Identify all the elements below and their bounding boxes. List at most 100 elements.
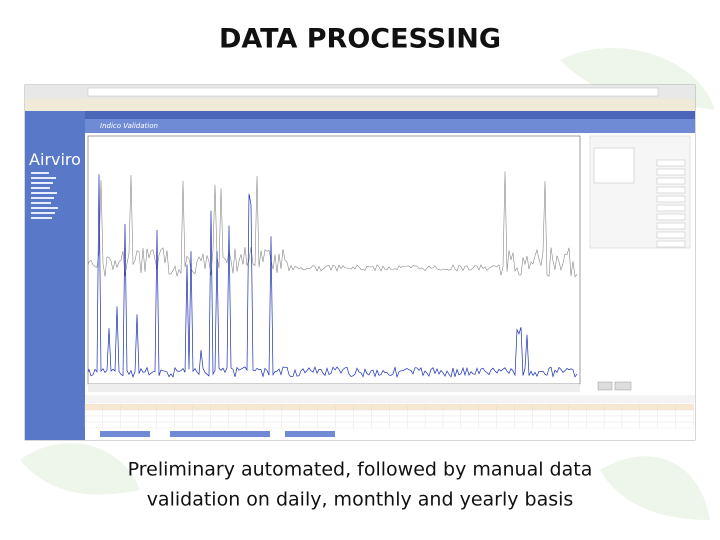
action-button[interactable] — [220, 431, 270, 437]
sidebar-link[interactable] — [31, 212, 55, 214]
setting-field[interactable] — [656, 159, 686, 167]
sidebar-link[interactable] — [31, 182, 53, 184]
setting-field[interactable] — [656, 222, 686, 230]
table-cell — [639, 421, 658, 429]
sidebar-link[interactable] — [31, 197, 54, 199]
setting-field[interactable] — [656, 231, 686, 239]
table-cell — [514, 421, 533, 429]
table-cell — [317, 409, 336, 417]
table-cell — [120, 409, 139, 417]
table-cell — [496, 403, 515, 411]
screenshot: Airviro Indico Validation — [24, 84, 696, 441]
setting-field[interactable] — [656, 186, 686, 194]
table-cell — [460, 403, 479, 411]
setting-field[interactable] — [656, 168, 686, 176]
table-cell — [460, 409, 479, 417]
table-cell — [84, 415, 104, 423]
table-cell — [156, 415, 175, 423]
table-cell — [281, 415, 300, 423]
table-cell — [550, 403, 569, 411]
table-cell — [568, 403, 587, 411]
table-cell — [138, 421, 157, 429]
table-cell — [210, 409, 229, 417]
table-cell — [568, 409, 587, 417]
table-cell — [657, 415, 676, 423]
table-cell — [639, 403, 658, 411]
table-cell — [174, 415, 193, 423]
action-button[interactable] — [100, 431, 150, 437]
table-cell — [102, 409, 121, 417]
table-cell — [156, 409, 175, 417]
table-cell — [317, 403, 336, 411]
table-cell — [174, 421, 193, 429]
table-cell — [371, 409, 390, 417]
setting-field[interactable] — [656, 240, 686, 248]
table-cell — [675, 421, 694, 429]
table-cell — [675, 403, 694, 411]
table-cell — [192, 421, 211, 429]
setting-field[interactable] — [656, 213, 686, 221]
table-cell — [371, 415, 390, 423]
table-cell — [657, 403, 676, 411]
action-button[interactable] — [170, 431, 220, 437]
table-cell — [514, 403, 533, 411]
table-cell — [192, 403, 211, 411]
table-cell — [371, 403, 390, 411]
table-cell — [228, 415, 247, 423]
delete-button[interactable] — [614, 381, 632, 391]
table-cell — [424, 415, 444, 423]
table-cell — [407, 415, 426, 423]
table-cell — [210, 421, 229, 429]
table-cell — [514, 415, 533, 423]
table-cell — [84, 421, 104, 429]
table-cell — [263, 421, 283, 429]
sidebar-link[interactable] — [31, 172, 49, 174]
table-cell — [245, 415, 265, 423]
table-cell — [353, 415, 372, 423]
table-cell — [621, 421, 641, 429]
table-cell — [496, 409, 515, 417]
view-header — [85, 119, 695, 133]
sidebar-link[interactable] — [31, 202, 51, 204]
table-cell — [299, 421, 318, 429]
sidebar-link[interactable] — [31, 207, 58, 209]
table-cell — [442, 415, 462, 423]
table-cell — [335, 421, 354, 429]
table-cell — [228, 403, 247, 411]
add-button[interactable] — [597, 381, 613, 391]
time-axis — [88, 384, 580, 392]
table-cell — [174, 403, 193, 411]
table-cell — [568, 421, 587, 429]
sidebar-link[interactable] — [31, 192, 57, 194]
caption-line: validation on daily, monthly and yearly … — [147, 489, 574, 511]
table-cell — [621, 409, 641, 417]
sidebar-link[interactable] — [31, 217, 52, 219]
table-cell — [603, 409, 623, 417]
table-cell — [371, 421, 390, 429]
table-cell — [424, 409, 444, 417]
table-cell — [263, 409, 283, 417]
setting-field[interactable] — [656, 177, 686, 185]
table-cell — [514, 409, 533, 417]
table-cell — [460, 421, 479, 429]
sidebar-link[interactable] — [31, 177, 56, 179]
app-logo: Airviro — [29, 150, 81, 169]
table-cell — [603, 421, 623, 429]
action-button[interactable] — [285, 431, 335, 437]
table-cell — [281, 409, 300, 417]
url-field[interactable] — [87, 87, 659, 97]
setting-field[interactable] — [656, 204, 686, 212]
setting-field[interactable] — [656, 195, 686, 203]
sidebar-link[interactable] — [31, 187, 50, 189]
table-cell — [281, 403, 300, 411]
table-cell — [424, 421, 444, 429]
table-cell — [586, 403, 605, 411]
table-cell — [550, 421, 569, 429]
table-cell — [281, 421, 300, 429]
table-cell — [120, 403, 139, 411]
table-cell — [442, 409, 462, 417]
table-cell — [389, 421, 408, 429]
table-cell — [407, 409, 426, 417]
station-list[interactable] — [593, 147, 635, 184]
table-cell — [353, 409, 372, 417]
